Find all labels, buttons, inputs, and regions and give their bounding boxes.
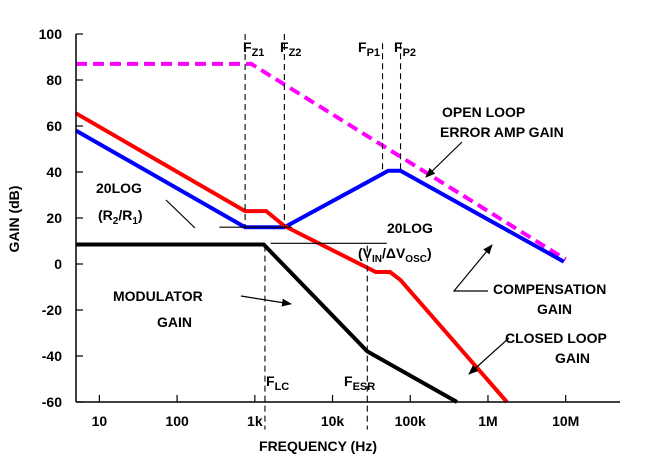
y-tick-label: -40 [42, 348, 62, 364]
v-ratio-label-line1: 20LOG [387, 220, 433, 236]
plot-frame [75, 33, 620, 403]
y-tick-label: 80 [46, 72, 62, 88]
x-tick-labels: 10 100 1k 10k 100k 1M 10M [92, 413, 580, 429]
x-tick-label: 100k [395, 413, 426, 429]
flc-label: FLC [266, 373, 289, 393]
modulator-label-line1: MODULATOR [113, 288, 203, 304]
series-line-open-loop [76, 61, 567, 262]
v-ratio-label-line2: (VIN/ΔVOSC) [358, 245, 432, 265]
fz2-label: FZ2 [280, 39, 301, 59]
y-tick-label: 20 [46, 210, 62, 226]
compensation-label-line1: COMPENSATION [493, 281, 606, 297]
series-line-compensation [75, 128, 565, 264]
x-tick-label: 10 [92, 413, 108, 429]
modulator-label-line2: GAIN [157, 314, 192, 330]
r-ratio-label-line2: (R2/R1) [98, 207, 143, 227]
closed-loop-label-line1: CLOSED LOOP [505, 330, 607, 346]
r-ratio-label-line1: 20LOG [96, 180, 142, 196]
x-tick-label: 1k [247, 413, 263, 429]
fp1-label: FP1 [358, 39, 380, 59]
closed-loop-arrow [468, 337, 510, 375]
fz1-label: FZ1 [243, 39, 264, 59]
modulator-arrow [240, 295, 292, 307]
x-axis-label: FREQUENCY (Hz) [259, 438, 377, 454]
y-tick-labels: 100 80 60 40 20 0 -20 -40 -60 [39, 26, 63, 410]
closed-loop-label-line2: GAIN [555, 350, 590, 366]
open-loop-label-line2: ERROR AMP GAIN [440, 124, 564, 140]
y-tick-label: -20 [42, 302, 62, 318]
x-tick-label: 10k [321, 413, 345, 429]
compensation-pointer [452, 244, 493, 292]
y-tick-label: 100 [39, 26, 63, 42]
x-tick-label: 1M [478, 413, 497, 429]
open-loop-arrow [425, 141, 463, 178]
y-tick-label: 60 [46, 118, 62, 134]
y-tick-label: 40 [46, 164, 62, 180]
y-tick-label: 0 [54, 256, 62, 272]
marker-lines [219, 34, 402, 430]
fesr-label: FESR [344, 373, 375, 393]
r-ratio-pointer [165, 199, 196, 229]
series-line-closed-loop [74, 111, 509, 404]
fp2-label: FP2 [394, 39, 416, 59]
x-tick-label: 10M [552, 413, 579, 429]
series-line-modulator [76, 242, 458, 404]
compensation-label-line2: GAIN [537, 301, 572, 317]
series-group [74, 61, 567, 404]
y-tick-label: -60 [42, 394, 62, 410]
open-loop-label-line1: OPEN LOOP [442, 104, 525, 120]
y-axis-label: GAIN (dB) [6, 186, 22, 253]
x-tick-label: 100 [165, 413, 189, 429]
